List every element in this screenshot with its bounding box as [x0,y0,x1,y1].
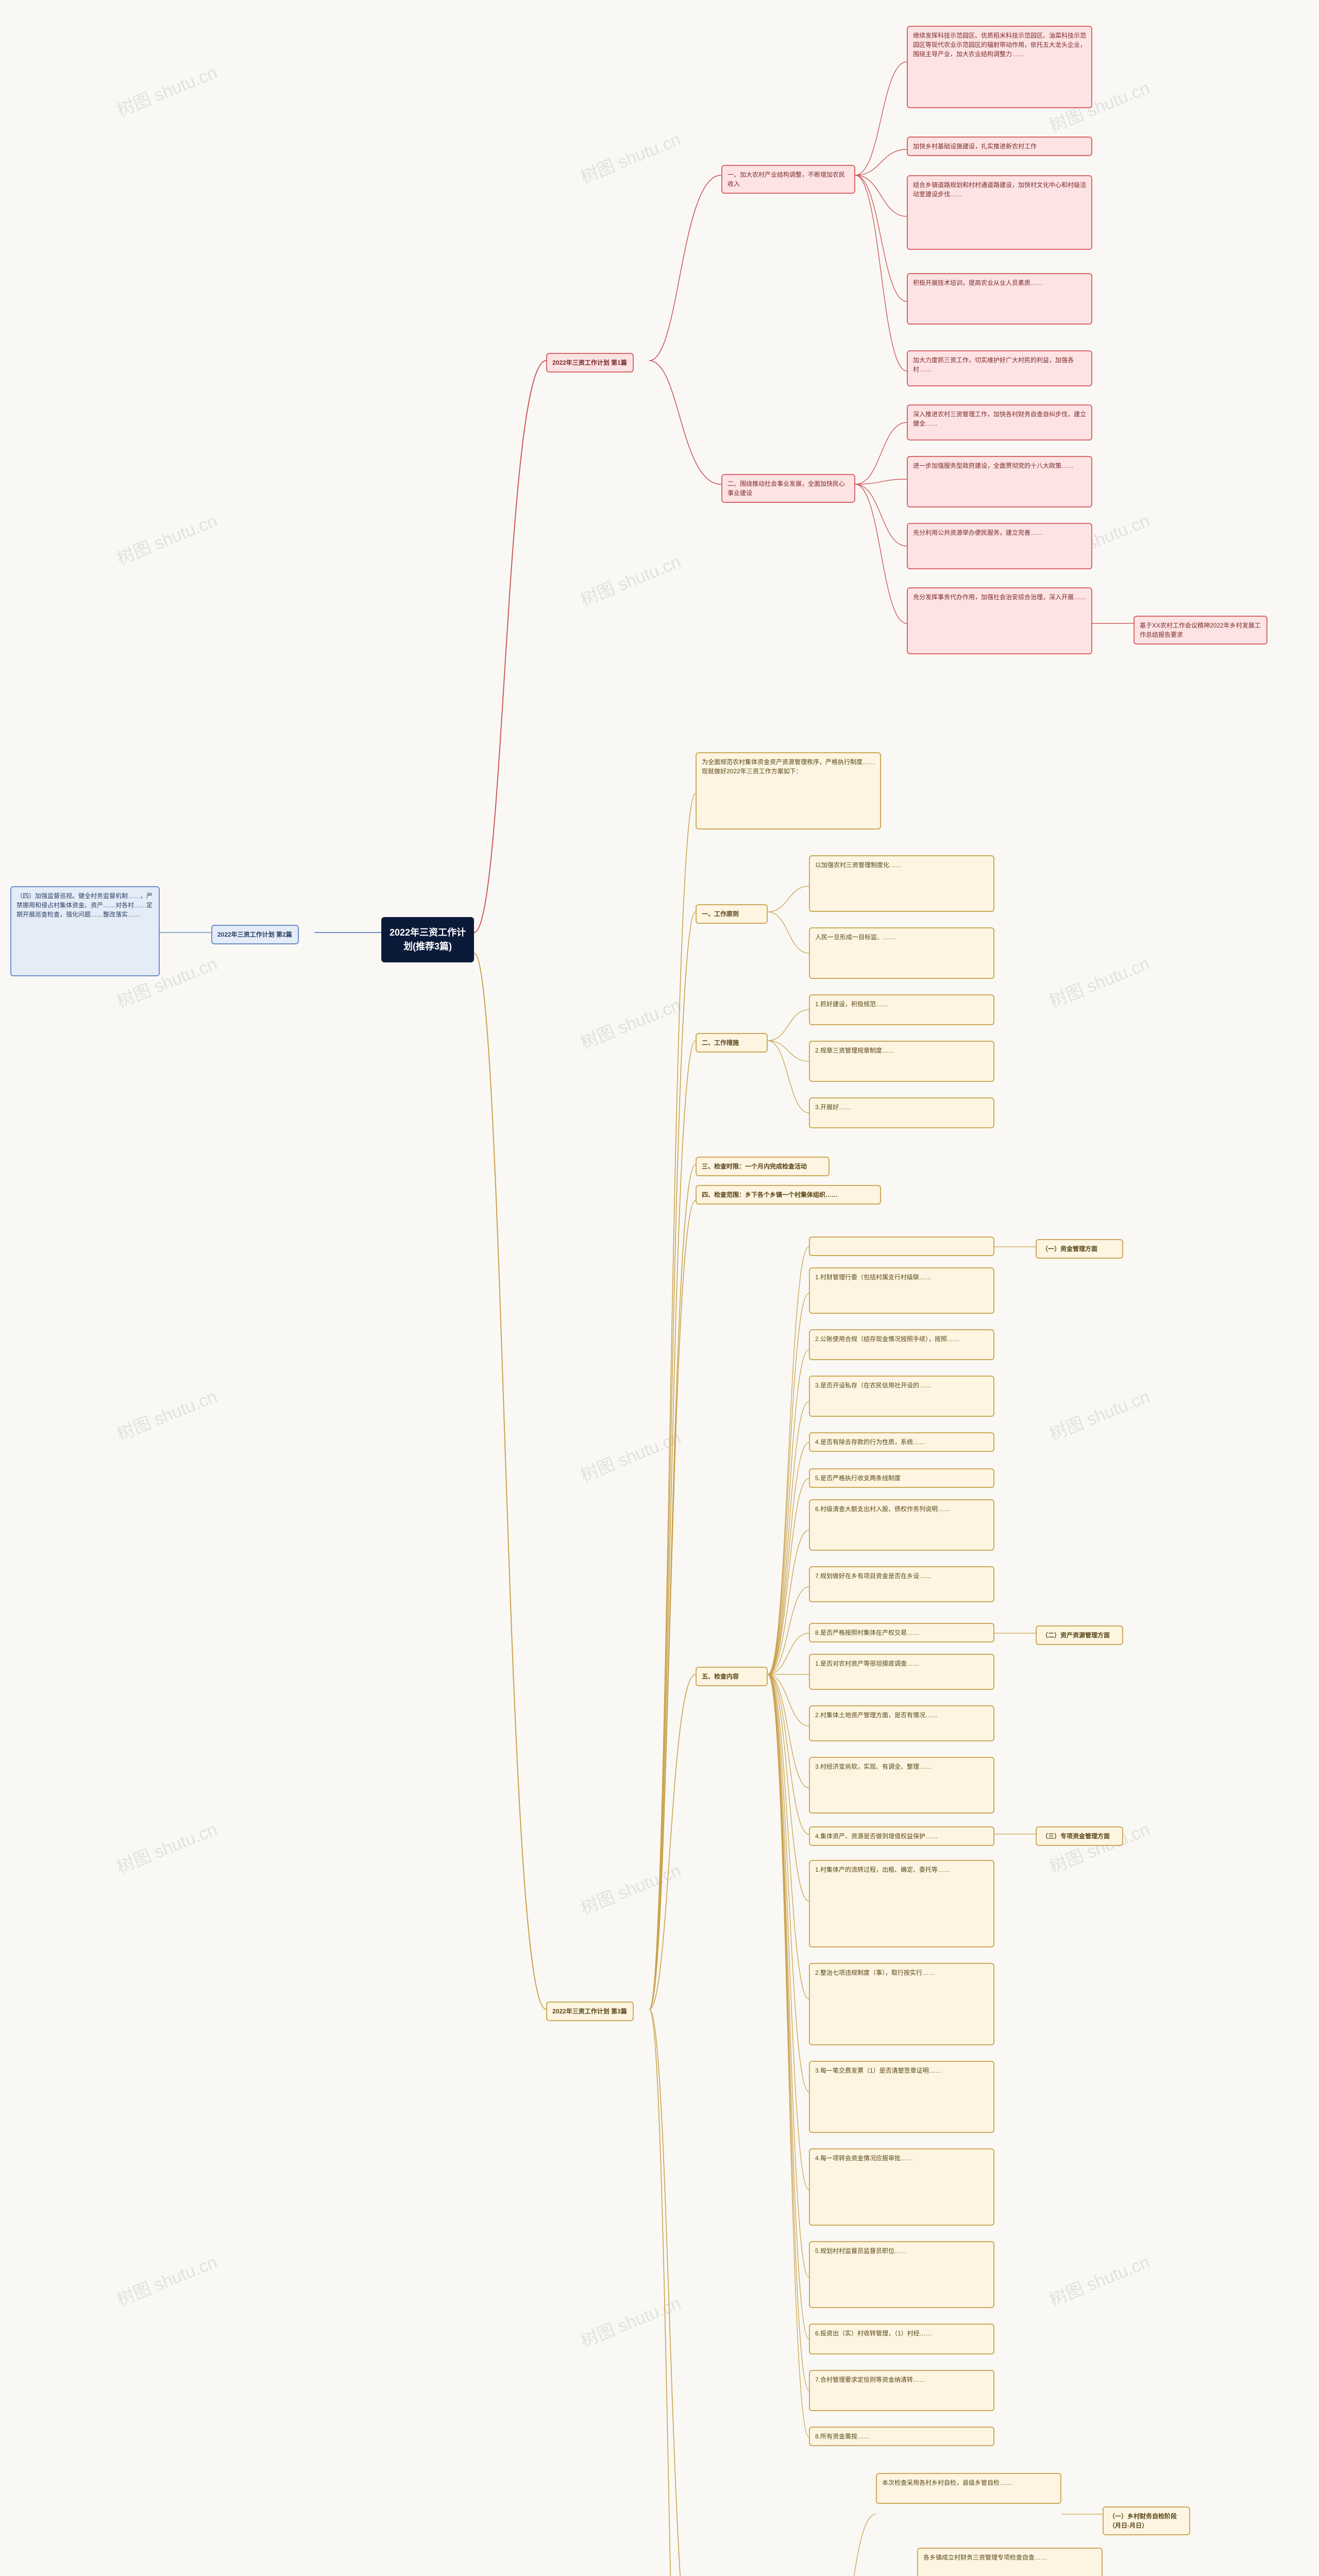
b3-s5-p3-1[interactable]: 1.村集体产的流转过程，出租、确定、委托等…… [809,1860,994,1947]
b3-s5-p1-8[interactable]: 8.是否严格按照村集体在产权交易…… [809,1623,994,1642]
branch1-p2-1[interactable]: 深入推进农村三资管理工作，加快各村财务自查自纠步伐，建立健全…… [907,404,1092,440]
watermark: 树图 shutu.cn [112,1815,220,1878]
branch3-sec4-title[interactable]: 四、检查范围：乡下各个乡镇一个村集体组织…… [696,1185,881,1205]
watermark: 树图 shutu.cn [576,2289,684,2352]
b3-s5-p3-7[interactable]: 7.合村管理要求定信则等资金纳清转…… [809,2370,994,2411]
b3-s5-sub3[interactable]: （三）专项资金管理方面 [1036,1826,1123,1846]
branch1-p1-4[interactable]: 积极开展技术培训，提高农业从业人员素质…… [907,273,1092,325]
watermark: 树图 shutu.cn [576,991,684,1054]
b3-s6-main[interactable]: 本次检查采用各村乡村自检，县级乡管自检…… [876,2473,1061,2504]
branch1-p1-3[interactable]: 结合乡镇道路规划和村村通道路建设，加快村文化中心和村级活动室建设步伐…… [907,175,1092,250]
b3-s5-p3-2[interactable]: 2.整治七项违规制度（事），取行按实行…… [809,1963,994,2045]
branch2-body[interactable]: （四）加强监督巡视。健全村务监督机制……，严禁挪用和侵占村集体资金、资产……对各… [10,886,160,976]
watermark: 树图 shutu.cn [112,1382,220,1446]
branch1-section2[interactable]: 二、围绕推动社会事业发展，全面加快民心事业建设 [721,474,855,503]
branch1-p2-2[interactable]: 进一步加强服务型政府建设，全面贯彻党的十八大政策…… [907,456,1092,507]
watermark: 树图 shutu.cn [1045,2248,1153,2311]
branch3-sec2-p3[interactable]: 3.开展好…… [809,1097,994,1128]
branch2-title[interactable]: 2022年三资工作计划 第2篇 [211,925,299,944]
branch3-intro[interactable]: 为全面规范农村集体资金资产资源管理秩序，严格执行制度……现就做好2022年三资工… [696,752,881,829]
b3-s5-p1-7[interactable]: 7.规划做好在乡有项目资金是否在乡设…… [809,1566,994,1602]
b3-s5-p1-6[interactable]: 6.村级清查大额支出村入股、债权作务列说明…… [809,1499,994,1551]
connector-lines [0,0,1319,2576]
watermark: 树图 shutu.cn [112,2248,220,2311]
branch3-sec2-p2[interactable]: 2.规章三资管理规章制度…… [809,1041,994,1082]
b3-s5-p3-4[interactable]: 4.每一项转会资金情况应报审批…… [809,2148,994,2226]
branch1-title[interactable]: 2022年三资工作计划 第1篇 [546,353,634,372]
branch1-p1-1[interactable]: 继续发挥科技示范园区、优质稻米科技示范园区、油菜科技示范园区等现代农业示范园区的… [907,26,1092,108]
b3-s5-p2-4[interactable]: 4.集体资产、资源是否做到增值权益保护…… [809,1826,994,1846]
b3-s5-p1-3[interactable]: 3.是否开设私存（在农民信用社开设的…… [809,1376,994,1417]
branch1-p2-4-ext[interactable]: 基于XX农村工作会议精神2022年乡村发展工作总结报告要求 [1134,616,1267,645]
branch3-sec1-title[interactable]: 一、工作原则 [696,904,768,924]
watermark: 树图 shutu.cn [112,58,220,122]
b3-s5-sub1[interactable]: （一）资金管理方面 [1036,1239,1123,1259]
root-node[interactable]: 2022年三资工作计划(推荐3篇) [381,917,474,962]
branch3-sec3-title[interactable]: 三、检查时限：一个月内完成检查活动 [696,1157,830,1176]
branch3-sec2-title[interactable]: 二、工作措施 [696,1033,768,1053]
watermark: 树图 shutu.cn [1045,1382,1153,1446]
b3-s5-p3-3[interactable]: 3.每一笔交费发票（1）是否清楚签章证明…… [809,2061,994,2133]
b3-s5-p2-1[interactable]: 1.是否对农村资产等很坦摸底调查…… [809,1654,994,1690]
branch1-p1-2[interactable]: 加快乡村基础设施建设，扎实推进新农村工作 [907,137,1092,156]
b3-s5-p3-6[interactable]: 6.投资出（实）村收转管理，（1）村经…… [809,2324,994,2354]
branch3-sec5-title[interactable]: 五、检查内容 [696,1667,768,1686]
watermark: 树图 shutu.cn [1045,950,1153,1013]
branch3-sec2-p1[interactable]: 1.抓好建设，积极规范…… [809,994,994,1025]
branch1-p2-4[interactable]: 充分发挥事务代办作用，加强社会治安综合治理，深入开展…… [907,587,1092,654]
branch1-p2-3[interactable]: 充分利用公共资源举办便民服务，建立完善…… [907,523,1092,569]
watermark: 树图 shutu.cn [576,1856,684,1920]
branch3-sec1-p2[interactable]: 人民一旦形成一目标监、…… [809,927,994,979]
b3-s5-sub2[interactable]: （二）资产资源管理方面 [1036,1625,1123,1645]
b3-s6-sub1[interactable]: （一）乡村财务自检阶段（月日-月日） [1103,2506,1190,2535]
b3-s5-p1-4[interactable]: 4.是否有除去存款的行为性质，系统…… [809,1432,994,1452]
watermark: 树图 shutu.cn [576,548,684,611]
b3-s5-p1-5[interactable]: 5.是否严格执行收支两条线制度 [809,1468,994,1488]
b3-s5-p3-8[interactable]: 8.所有资金需按…… [809,2427,994,2446]
b3-s5-p1-1[interactable]: 1.村财管理行委（包括村属支行村级联…… [809,1267,994,1314]
b3-s5-p1-1-head[interactable] [809,1236,994,1256]
watermark: 树图 shutu.cn [1045,1815,1153,1878]
b3-s6-sub1-p[interactable]: 各乡镇成立村财务三资管理专项检查自查…… [917,2548,1103,2576]
watermark: 树图 shutu.cn [576,1423,684,1487]
branch1-p1-5[interactable]: 加大力度抓三资工作，切实维护好广大村民的利益，加强各村…… [907,350,1092,386]
b3-s5-p3-5[interactable]: 5.规划村村监督员监督员职位…… [809,2241,994,2308]
watermark: 树图 shutu.cn [576,125,684,189]
branch3-title[interactable]: 2022年三资工作计划 第3篇 [546,2002,634,2021]
b3-s5-p1-2[interactable]: 2.公账使用合规（结存现金情况按照手续），按照…… [809,1329,994,1360]
b3-s5-p2-3[interactable]: 3.村经济变尚软，实现、有调全、整理…… [809,1757,994,1814]
branch3-sec1-p1[interactable]: 以加强农村三资管理制度化…… [809,855,994,912]
b3-s5-p2-2[interactable]: 2.村集体土地资产管理方面，是否有情况…… [809,1705,994,1741]
watermark: 树图 shutu.cn [112,506,220,570]
branch1-section1[interactable]: 一、加大农村产业结构调整，不断增加农民收入 [721,165,855,194]
